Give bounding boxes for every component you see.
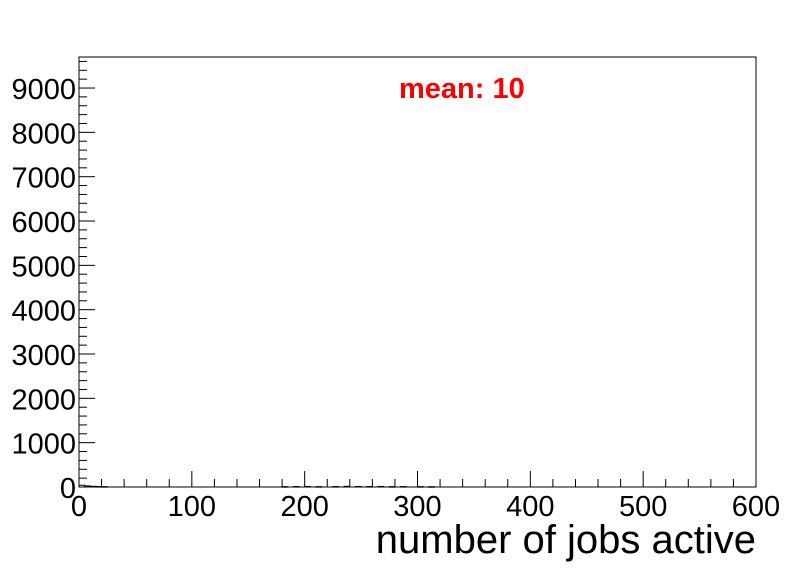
- histogram-bar: [417, 486, 424, 488]
- y-tick-label: 8000: [11, 118, 76, 150]
- y-tick-label: 4000: [11, 296, 76, 328]
- histogram-bar: [304, 485, 311, 488]
- x-tick-label: 0: [71, 491, 87, 523]
- histogram-bar: [101, 486, 108, 488]
- x-tick-label: 300: [393, 491, 441, 523]
- x-tick-label: 200: [280, 491, 328, 523]
- histogram-bar: [377, 485, 385, 488]
- y-axis: 0 1000 2000 3000 4000 5000 6000 7000 8000 9000: [11, 60, 95, 505]
- y-tick-label: 7000: [11, 163, 76, 195]
- x-tick-label: 600: [732, 491, 780, 523]
- mean-annotation: mean: 10: [399, 73, 525, 105]
- histogram-bar: [366, 486, 373, 488]
- histogram-bar: [332, 486, 340, 488]
- y-tick-label: 9000: [11, 74, 76, 106]
- x-tick-label: 400: [506, 491, 554, 523]
- histogram-bar: [343, 485, 351, 488]
- y-tick-label: 1000: [11, 429, 76, 461]
- histogram-bar: [388, 486, 396, 488]
- plot-frame: [78, 56, 757, 488]
- y-tick-label: 6000: [11, 207, 76, 239]
- y-tick-label: 0: [60, 473, 76, 505]
- histogram-bar: [354, 485, 362, 488]
- x-tick-label: 100: [168, 491, 216, 523]
- y-tick-label: 2000: [11, 384, 76, 416]
- y-tick-label: 5000: [11, 251, 76, 283]
- histogram-bar: [281, 486, 289, 488]
- y-tick-label: 3000: [11, 340, 76, 372]
- histogram-bar: [428, 486, 435, 488]
- histogram-bar: [292, 486, 300, 488]
- x-axis: 0 100 200 300 400 500 600: [71, 471, 780, 523]
- histogram-bar: [400, 486, 407, 488]
- x-axis-title: number of jobs active: [376, 518, 756, 562]
- histogram-bar: [95, 486, 103, 488]
- histogram-bar: [315, 486, 323, 488]
- x-tick-label: 500: [619, 491, 667, 523]
